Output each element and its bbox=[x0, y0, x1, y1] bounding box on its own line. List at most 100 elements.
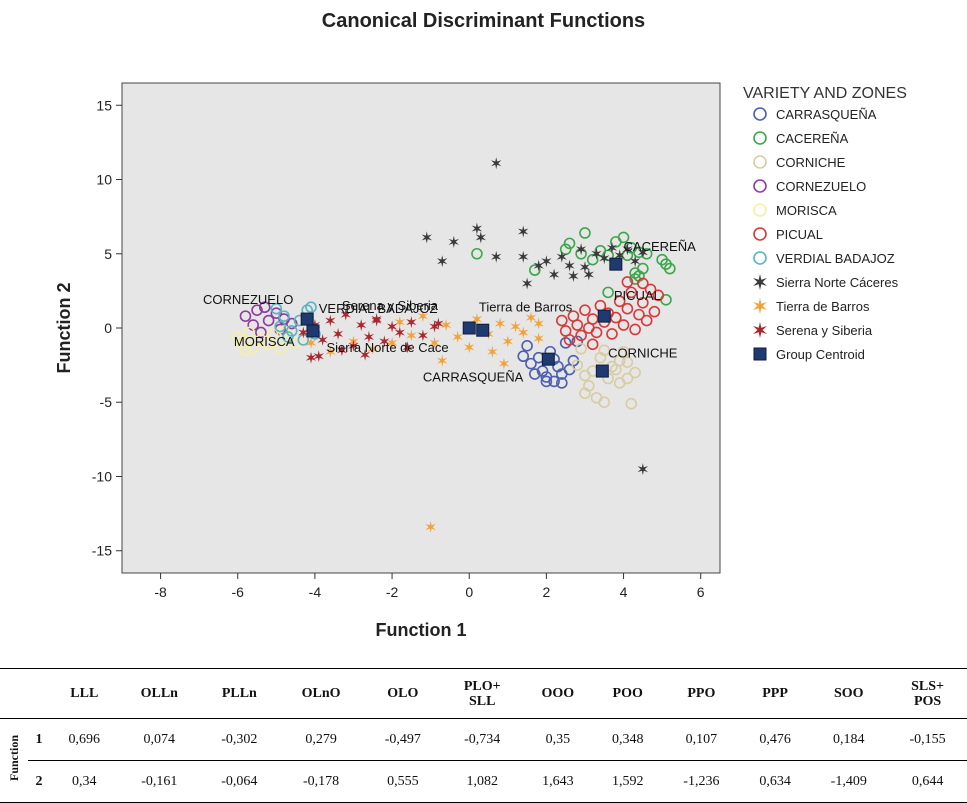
data-point bbox=[270, 307, 283, 319]
data-point bbox=[255, 326, 267, 339]
data-point bbox=[579, 261, 591, 274]
data-point bbox=[348, 339, 359, 352]
table-cell: -1,236 bbox=[662, 760, 741, 803]
data-point bbox=[586, 338, 599, 351]
data-point bbox=[753, 251, 767, 265]
table-cell: 1,082 bbox=[442, 760, 523, 803]
row-label: 2 bbox=[28, 760, 50, 803]
data-point bbox=[664, 262, 676, 275]
data-point bbox=[583, 268, 594, 281]
data-point bbox=[610, 311, 622, 324]
data-point bbox=[753, 131, 767, 145]
data-point bbox=[266, 328, 279, 340]
data-point bbox=[753, 155, 767, 169]
data-point bbox=[556, 377, 568, 389]
data-point bbox=[579, 369, 591, 382]
table-cell: -0,155 bbox=[888, 718, 967, 761]
data-point bbox=[336, 344, 348, 357]
data-point bbox=[471, 313, 483, 326]
data-point bbox=[402, 341, 413, 354]
data-point bbox=[575, 342, 587, 355]
data-point bbox=[579, 304, 591, 316]
data-point bbox=[556, 250, 567, 263]
x-tick-label: 4 bbox=[620, 584, 628, 600]
data-point bbox=[270, 302, 283, 315]
column-header: SOO bbox=[809, 668, 889, 719]
table-row: 2 0,34 -0,161 -0,064 -0,178 0,555 1,082 1,643 1,… bbox=[0, 760, 967, 803]
data-point bbox=[356, 319, 367, 331]
data-point bbox=[325, 314, 336, 327]
table-body: Function 1 0,696 0,074 -0,302 0,279 -0,497 -0,7… bbox=[0, 718, 967, 803]
data-point bbox=[491, 157, 502, 170]
data-point bbox=[629, 323, 641, 336]
table-header-row: LLL OLLn PLLn OLnO OLO PLO+ SLL OOO POO PPO PPP SOO… bbox=[0, 668, 967, 719]
header-spacer bbox=[0, 668, 28, 719]
y-tick-label: 5 bbox=[104, 246, 112, 262]
row-group-cell: Function bbox=[0, 718, 28, 803]
table-cell: -0,064 bbox=[199, 760, 279, 803]
data-point bbox=[541, 255, 552, 268]
data-point bbox=[325, 345, 336, 358]
data-point bbox=[579, 227, 591, 239]
data-point bbox=[598, 396, 611, 409]
data-point bbox=[274, 342, 286, 355]
data-point bbox=[417, 329, 429, 342]
data-point bbox=[529, 368, 541, 380]
legend-entry: Tierra de Barros bbox=[776, 299, 870, 314]
data-point bbox=[437, 255, 448, 268]
column-header: OOO bbox=[522, 668, 594, 719]
coefficients-table: LLL OLLn PLLn OLnO OLO PLO+ SLL OOO POO PPO PPP SOO… bbox=[0, 668, 967, 803]
data-point bbox=[753, 179, 767, 193]
data-point bbox=[617, 319, 630, 331]
data-point bbox=[394, 316, 405, 329]
data-point bbox=[613, 295, 626, 308]
row-group-label: Function bbox=[6, 734, 21, 781]
annotation-label: CORNEZUELO bbox=[203, 292, 293, 307]
legend-entry: CORNICHE bbox=[776, 155, 846, 170]
data-point bbox=[425, 521, 436, 533]
annotation-label: PICUAL bbox=[614, 288, 661, 303]
legend-entry: MORISCA bbox=[776, 203, 837, 218]
data-point bbox=[621, 356, 634, 368]
table-cell: 1,643 bbox=[522, 760, 594, 803]
data-point bbox=[621, 276, 634, 288]
column-header: OLLn bbox=[118, 668, 200, 719]
annotation-label: CORNICHE bbox=[608, 346, 678, 361]
data-points bbox=[231, 157, 676, 533]
annotation-label: CARRASQUEÑA bbox=[423, 369, 524, 384]
legend-entry: CORNEZUELO bbox=[776, 179, 866, 194]
table-cell: -0,161 bbox=[118, 760, 200, 803]
data-point bbox=[262, 338, 275, 351]
data-point bbox=[753, 107, 767, 121]
table-cell: 0,644 bbox=[888, 760, 967, 803]
legend-entry: VERDIAL BADAJOZ bbox=[776, 251, 895, 266]
group-centroid bbox=[462, 321, 476, 335]
data-point bbox=[533, 332, 544, 345]
column-header: PPP bbox=[740, 668, 810, 719]
data-point bbox=[625, 397, 638, 410]
header-spacer bbox=[28, 668, 50, 719]
y-tick-label: -10 bbox=[92, 468, 112, 484]
data-point bbox=[622, 243, 633, 256]
data-point bbox=[517, 350, 530, 363]
data-point bbox=[571, 359, 584, 371]
table-cell: 0,696 bbox=[50, 718, 119, 761]
data-point bbox=[625, 286, 638, 299]
x-tick-label: -4 bbox=[309, 584, 322, 600]
data-point bbox=[617, 231, 630, 244]
data-point bbox=[629, 366, 641, 379]
data-point bbox=[621, 372, 634, 385]
x-tick-label: -2 bbox=[386, 584, 399, 600]
data-point bbox=[606, 328, 618, 340]
data-point bbox=[363, 330, 375, 343]
data-point bbox=[317, 333, 328, 346]
data-point bbox=[386, 336, 398, 349]
legend-entry: Serena y Siberia bbox=[776, 323, 873, 338]
scatter-chart: -8 -6 -4 -2 0 2 4 6 15 10 5 0 -5 -10 -15 CORNEZUELO VER… bbox=[54, 82, 907, 640]
data-point bbox=[464, 341, 475, 354]
data-point bbox=[621, 302, 634, 315]
x-tick-label: 6 bbox=[697, 584, 705, 600]
data-point bbox=[571, 319, 584, 331]
table-cell: -1,409 bbox=[809, 760, 889, 803]
table-cell: -0,178 bbox=[278, 760, 364, 803]
